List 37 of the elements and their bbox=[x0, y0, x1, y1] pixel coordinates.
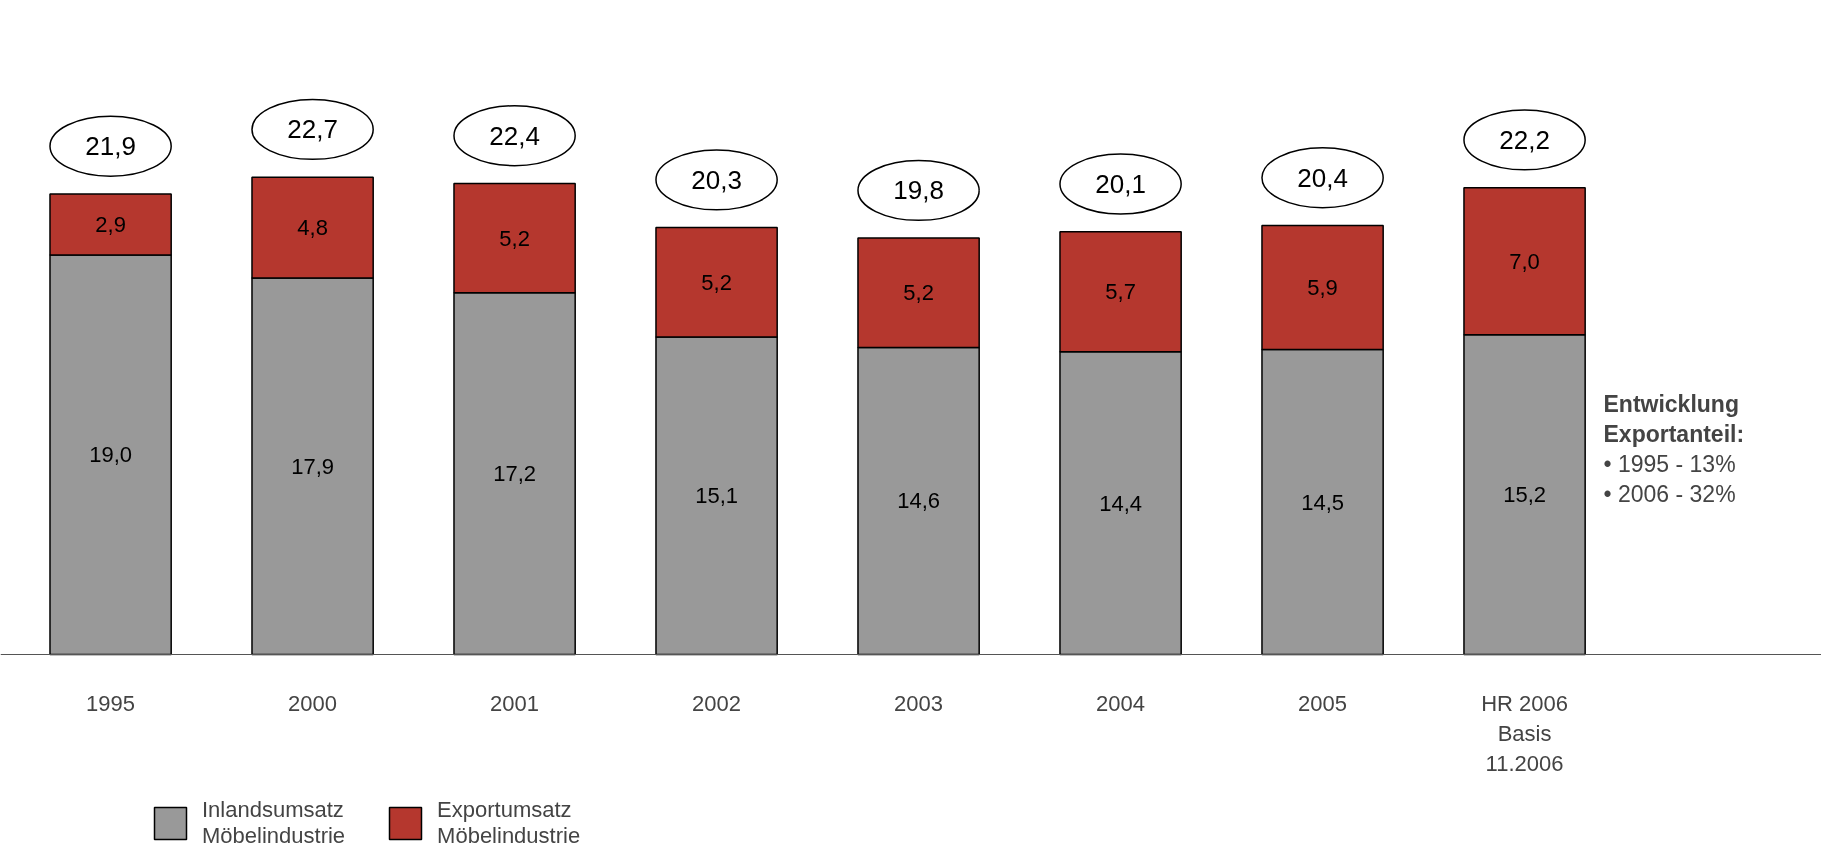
total-label: 22,4 bbox=[489, 120, 540, 151]
data-label: 4,8 bbox=[297, 215, 328, 241]
x-tick-label: HR 2006 Basis 11.2006 bbox=[1481, 690, 1568, 776]
x-tick-label: 2002 bbox=[692, 690, 742, 716]
total-label: 22,7 bbox=[287, 114, 338, 145]
x-tick-label: 2001 bbox=[490, 690, 540, 716]
data-label: 15,1 bbox=[695, 483, 738, 509]
legend-label: Inlandsumsatz Möbelindustrie bbox=[202, 797, 346, 849]
annotation: • 1995 - 13% bbox=[1603, 450, 1736, 477]
annotation: • 2006 - 32% bbox=[1603, 480, 1736, 507]
data-label: 5,2 bbox=[701, 269, 732, 295]
x-tick-label: 1995 bbox=[86, 690, 136, 716]
x-tick-label: 2003 bbox=[894, 690, 944, 716]
data-label: 14,6 bbox=[897, 488, 940, 514]
data-label: 5,2 bbox=[499, 225, 530, 251]
data-label: 17,9 bbox=[291, 453, 334, 479]
legend-label: Exportumsatz Möbelindustrie bbox=[437, 797, 581, 849]
total-label: 20,3 bbox=[691, 164, 742, 195]
total-label: 19,8 bbox=[893, 175, 944, 206]
data-label: 2,9 bbox=[95, 211, 126, 237]
data-label: 17,2 bbox=[493, 461, 536, 487]
data-label: 15,2 bbox=[1503, 482, 1546, 508]
total-label: 21,9 bbox=[85, 131, 136, 162]
data-label: 5,2 bbox=[903, 280, 934, 306]
data-label: 5,7 bbox=[1105, 279, 1136, 305]
data-label: 7,0 bbox=[1509, 248, 1540, 274]
data-label: 5,9 bbox=[1307, 275, 1338, 301]
annotation: Entwicklung Exportanteil: bbox=[1603, 390, 1745, 447]
x-tick-label: 2000 bbox=[288, 690, 338, 716]
data-label: 19,0 bbox=[89, 442, 133, 468]
x-tick-label: 2004 bbox=[1096, 690, 1146, 716]
total-label: 20,4 bbox=[1297, 162, 1348, 193]
x-tick-label: 2005 bbox=[1298, 690, 1348, 716]
total-label: 20,1 bbox=[1095, 169, 1146, 200]
data-label: 14,4 bbox=[1099, 490, 1142, 516]
data-label: 14,5 bbox=[1301, 489, 1344, 515]
total-label: 22,2 bbox=[1499, 124, 1550, 155]
